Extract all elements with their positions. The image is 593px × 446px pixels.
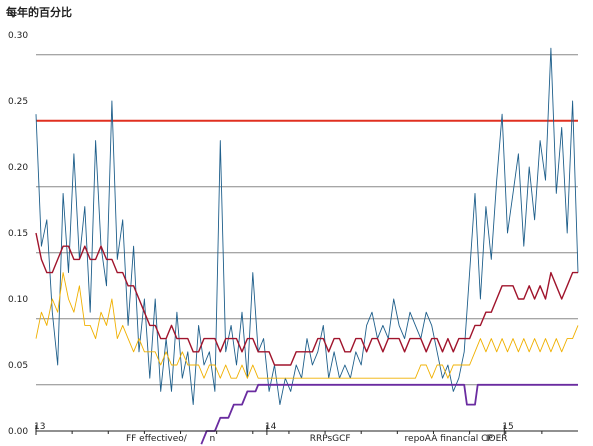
x-tick-label-2: 15: [502, 422, 513, 432]
x-annotation-1: n: [209, 434, 215, 444]
y-tick-label-0: 0.00: [8, 427, 28, 437]
y-tick-label-4: 0.20: [8, 163, 28, 173]
axes-group: 0.00 0.05 0.10 0.15 0.20 0.25 0.30 13 14 15 FF eff…: [8, 31, 578, 444]
x-annotation-0: FF effectiveo/: [126, 434, 188, 444]
y-tick-label-5: 0.25: [8, 97, 28, 107]
y-tick-label-1: 0.05: [8, 361, 28, 371]
y-unit-label: 每年的百分比: [6, 6, 72, 19]
series-group: [35, 47, 579, 445]
y-tick-label-3: 0.15: [8, 229, 28, 239]
x-annotation-3: repoAA financial CP: [405, 434, 494, 444]
y-tick-label-2: 0.10: [8, 295, 28, 305]
x-tick-label-1: 14: [265, 422, 277, 432]
x-annotation-4: IOER: [486, 434, 508, 444]
series-line-orange: [35, 272, 579, 379]
x-annotation-2: RRPsGCF: [310, 434, 351, 444]
series-line-red: [35, 232, 578, 366]
series-line-purple: [200, 383, 578, 445]
series-line-blue: [35, 47, 579, 406]
x-tick-label-0: 13: [34, 422, 45, 432]
y-tick-label-6: 0.30: [8, 31, 28, 41]
